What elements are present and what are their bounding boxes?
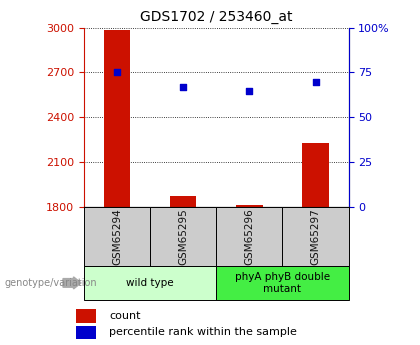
Bar	[282, 207, 349, 266]
Point	[246, 89, 253, 94]
Bar	[76, 309, 96, 323]
Bar	[150, 207, 216, 266]
Bar	[302, 143, 329, 207]
Bar	[216, 207, 282, 266]
Bar	[170, 196, 197, 207]
Text: genotype/variation: genotype/variation	[4, 278, 97, 288]
Text: wild type: wild type	[126, 278, 174, 288]
Text: percentile rank within the sample: percentile rank within the sample	[109, 327, 297, 337]
Point	[312, 80, 319, 85]
Text: count: count	[109, 311, 141, 321]
Title: GDS1702 / 253460_at: GDS1702 / 253460_at	[140, 10, 293, 24]
Bar	[236, 205, 262, 207]
Bar	[76, 326, 96, 339]
Text: GSM65297: GSM65297	[310, 208, 320, 265]
Text: GSM65294: GSM65294	[112, 208, 122, 265]
Text: GSM65296: GSM65296	[244, 208, 255, 265]
Bar	[104, 30, 130, 207]
Text: GSM65295: GSM65295	[178, 208, 188, 265]
Bar	[84, 266, 216, 300]
Point	[114, 69, 121, 74]
Bar	[216, 266, 349, 300]
Text: phyA phyB double
mutant: phyA phyB double mutant	[235, 272, 330, 294]
Point	[180, 84, 186, 90]
Bar	[84, 207, 150, 266]
